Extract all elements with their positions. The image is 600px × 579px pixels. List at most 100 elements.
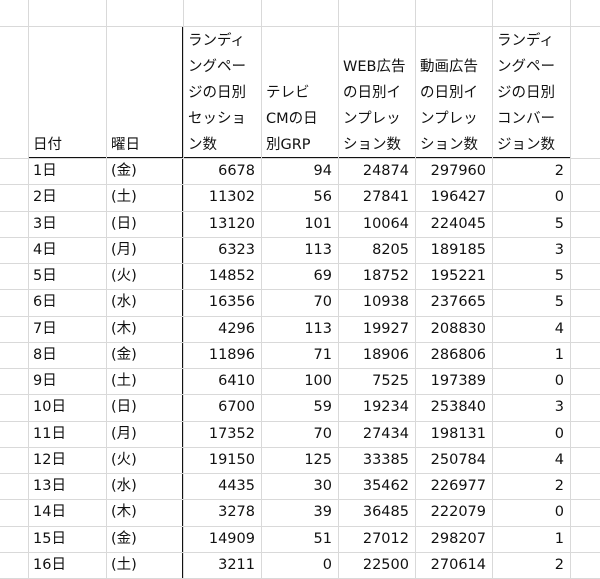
value-cell[interactable]: 198131	[430, 426, 486, 442]
value-cell[interactable]: 297960	[430, 163, 486, 179]
value-cell[interactable]: 27434	[362, 426, 409, 442]
value-cell[interactable]: 6678	[218, 163, 255, 179]
header-cell[interactable]: 日付	[28, 28, 106, 158]
value-cell[interactable]: 33385	[362, 452, 409, 468]
header-cell[interactable]: WEB広告 の日別イ ンプレッ ション数	[338, 28, 415, 158]
value-cell[interactable]: 298207	[430, 531, 486, 547]
value-cell[interactable]: 0	[554, 373, 564, 389]
value-cell[interactable]: 226977	[430, 478, 486, 494]
value-cell[interactable]: 8205	[372, 242, 409, 258]
value-cell[interactable]: 19150	[208, 452, 255, 468]
weekday-cell[interactable]: (日)	[111, 216, 137, 232]
date-cell[interactable]: 1日	[33, 163, 57, 179]
value-cell[interactable]: 51	[313, 531, 332, 547]
value-cell[interactable]: 7525	[372, 373, 409, 389]
value-cell[interactable]: 4	[554, 321, 564, 337]
value-cell[interactable]: 24874	[362, 163, 409, 179]
header-cell[interactable]: 動画広告 の日別イ ンプレッ ション数	[415, 28, 492, 158]
value-cell[interactable]: 10938	[362, 294, 409, 310]
value-cell[interactable]: 13120	[208, 216, 255, 232]
value-cell[interactable]: 0	[322, 557, 332, 573]
header-cell[interactable]: ランディ ングペー ジの日別 セッショ ン数	[183, 28, 261, 158]
weekday-cell[interactable]: (木)	[111, 321, 137, 337]
value-cell[interactable]: 0	[554, 426, 564, 442]
weekday-cell[interactable]: (水)	[111, 478, 137, 494]
value-cell[interactable]: 19234	[362, 399, 409, 415]
date-cell[interactable]: 2日	[33, 189, 57, 205]
value-cell[interactable]: 6323	[218, 242, 255, 258]
date-cell[interactable]: 14日	[33, 504, 66, 520]
header-cell[interactable]: ランディ ングペー ジの日別 コンバー ジョン数	[492, 28, 570, 158]
value-cell[interactable]: 4296	[218, 321, 255, 337]
value-cell[interactable]: 1	[554, 531, 564, 547]
value-cell[interactable]: 39	[313, 504, 332, 520]
value-cell[interactable]: 208830	[430, 321, 486, 337]
value-cell[interactable]: 19927	[362, 321, 409, 337]
value-cell[interactable]: 270614	[430, 557, 486, 573]
value-cell[interactable]: 71	[313, 347, 332, 363]
value-cell[interactable]: 27841	[362, 189, 409, 205]
value-cell[interactable]: 5	[554, 268, 564, 284]
value-cell[interactable]: 195221	[430, 268, 486, 284]
value-cell[interactable]: 10064	[362, 216, 409, 232]
value-cell[interactable]: 5	[554, 216, 564, 232]
value-cell[interactable]: 113	[304, 321, 332, 337]
value-cell[interactable]: 189185	[430, 242, 486, 258]
date-cell[interactable]: 15日	[33, 531, 66, 547]
date-cell[interactable]: 8日	[33, 347, 57, 363]
weekday-cell[interactable]: (水)	[111, 294, 137, 310]
weekday-cell[interactable]: (月)	[111, 242, 137, 258]
weekday-cell[interactable]: (土)	[111, 189, 137, 205]
value-cell[interactable]: 36485	[362, 504, 409, 520]
value-cell[interactable]: 30	[313, 478, 332, 494]
value-cell[interactable]: 100	[304, 373, 332, 389]
value-cell[interactable]: 125	[304, 452, 332, 468]
weekday-cell[interactable]: (火)	[111, 268, 137, 284]
value-cell[interactable]: 69	[313, 268, 332, 284]
value-cell[interactable]: 16356	[208, 294, 255, 310]
value-cell[interactable]: 3	[554, 242, 564, 258]
value-cell[interactable]: 18752	[362, 268, 409, 284]
value-cell[interactable]: 196427	[430, 189, 486, 205]
value-cell[interactable]: 14909	[208, 531, 255, 547]
value-cell[interactable]: 2	[554, 557, 564, 573]
date-cell[interactable]: 6日	[33, 294, 57, 310]
value-cell[interactable]: 70	[313, 294, 332, 310]
value-cell[interactable]: 3	[554, 399, 564, 415]
weekday-cell[interactable]: (金)	[111, 163, 137, 179]
value-cell[interactable]: 1	[554, 347, 564, 363]
value-cell[interactable]: 56	[313, 189, 332, 205]
value-cell[interactable]: 286806	[430, 347, 486, 363]
date-cell[interactable]: 4日	[33, 242, 57, 258]
weekday-cell[interactable]: (木)	[111, 504, 137, 520]
value-cell[interactable]: 94	[313, 163, 332, 179]
value-cell[interactable]: 224045	[430, 216, 486, 232]
weekday-cell[interactable]: (土)	[111, 557, 137, 573]
value-cell[interactable]: 22500	[362, 557, 409, 573]
value-cell[interactable]: 70	[313, 426, 332, 442]
value-cell[interactable]: 11302	[208, 189, 255, 205]
weekday-cell[interactable]: (月)	[111, 426, 137, 442]
value-cell[interactable]: 0	[554, 189, 564, 205]
value-cell[interactable]: 237665	[430, 294, 486, 310]
value-cell[interactable]: 250784	[430, 452, 486, 468]
value-cell[interactable]: 253840	[430, 399, 486, 415]
date-cell[interactable]: 13日	[33, 478, 66, 494]
value-cell[interactable]: 59	[313, 399, 332, 415]
weekday-cell[interactable]: (金)	[111, 531, 137, 547]
value-cell[interactable]: 0	[554, 504, 564, 520]
weekday-cell[interactable]: (火)	[111, 452, 137, 468]
value-cell[interactable]: 101	[304, 216, 332, 232]
header-cell[interactable]: テレビ CMの日 別GRP	[261, 28, 338, 158]
date-cell[interactable]: 11日	[33, 426, 66, 442]
value-cell[interactable]: 17352	[208, 426, 255, 442]
value-cell[interactable]: 4	[554, 452, 564, 468]
value-cell[interactable]: 197389	[430, 373, 486, 389]
date-cell[interactable]: 12日	[33, 452, 66, 468]
value-cell[interactable]: 3278	[218, 504, 255, 520]
date-cell[interactable]: 5日	[33, 268, 57, 284]
value-cell[interactable]: 222079	[430, 504, 486, 520]
header-cell[interactable]: 曜日	[106, 28, 183, 158]
weekday-cell[interactable]: (日)	[111, 399, 137, 415]
